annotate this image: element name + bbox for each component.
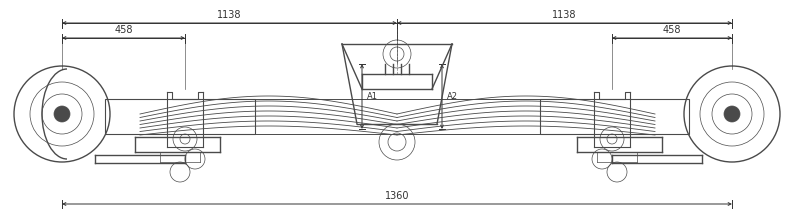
Bar [540, 99, 689, 134]
Text: A1: A1 [367, 92, 378, 101]
Text: 1138: 1138 [218, 10, 241, 20]
Text: A2: A2 [447, 92, 458, 101]
Circle shape [54, 106, 70, 122]
Bar [105, 99, 255, 134]
Text: 1360: 1360 [385, 191, 409, 201]
Circle shape [724, 106, 740, 122]
Text: 458: 458 [114, 25, 133, 35]
Text: 1138: 1138 [553, 10, 576, 20]
Text: 458: 458 [663, 25, 681, 35]
